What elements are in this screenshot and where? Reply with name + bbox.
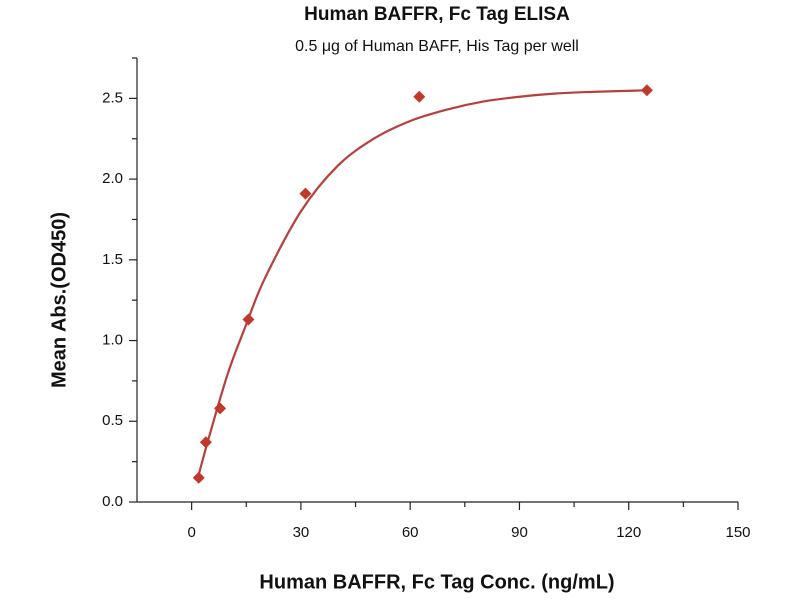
y-tick-label: 1.0 (102, 332, 123, 349)
x-tick-label: 150 (725, 524, 750, 541)
x-tick-label: 0 (187, 524, 195, 541)
x-tick-label: 60 (402, 524, 419, 541)
chart-title: Human BAFFR, Fc Tag ELISA (304, 4, 570, 25)
data-point (299, 187, 312, 200)
data-point (242, 313, 255, 326)
y-axis-label: Mean Abs.(OD450) (48, 212, 70, 388)
data-point (640, 84, 653, 97)
y-tick-label: 0.5 (102, 412, 123, 429)
x-tick-label: 30 (293, 524, 310, 541)
data-point (413, 90, 426, 103)
y-tick-label: 2.0 (102, 170, 123, 187)
chart-subtitle: 0.5 μg of Human BAFF, His Tag per well (295, 38, 579, 55)
y-tick-label: 2.5 (102, 89, 123, 106)
y-tick-label: 0.0 (102, 493, 123, 510)
data-point (214, 402, 227, 415)
data-point (192, 471, 205, 484)
y-tick-label: 1.5 (102, 251, 123, 268)
data-point (199, 436, 212, 449)
x-tick-label: 90 (511, 524, 528, 541)
fit-curve (197, 89, 647, 475)
x-tick-label: 120 (616, 524, 641, 541)
x-axis-label: Human BAFFR, Fc Tag Conc. (ng/mL) (259, 571, 614, 593)
